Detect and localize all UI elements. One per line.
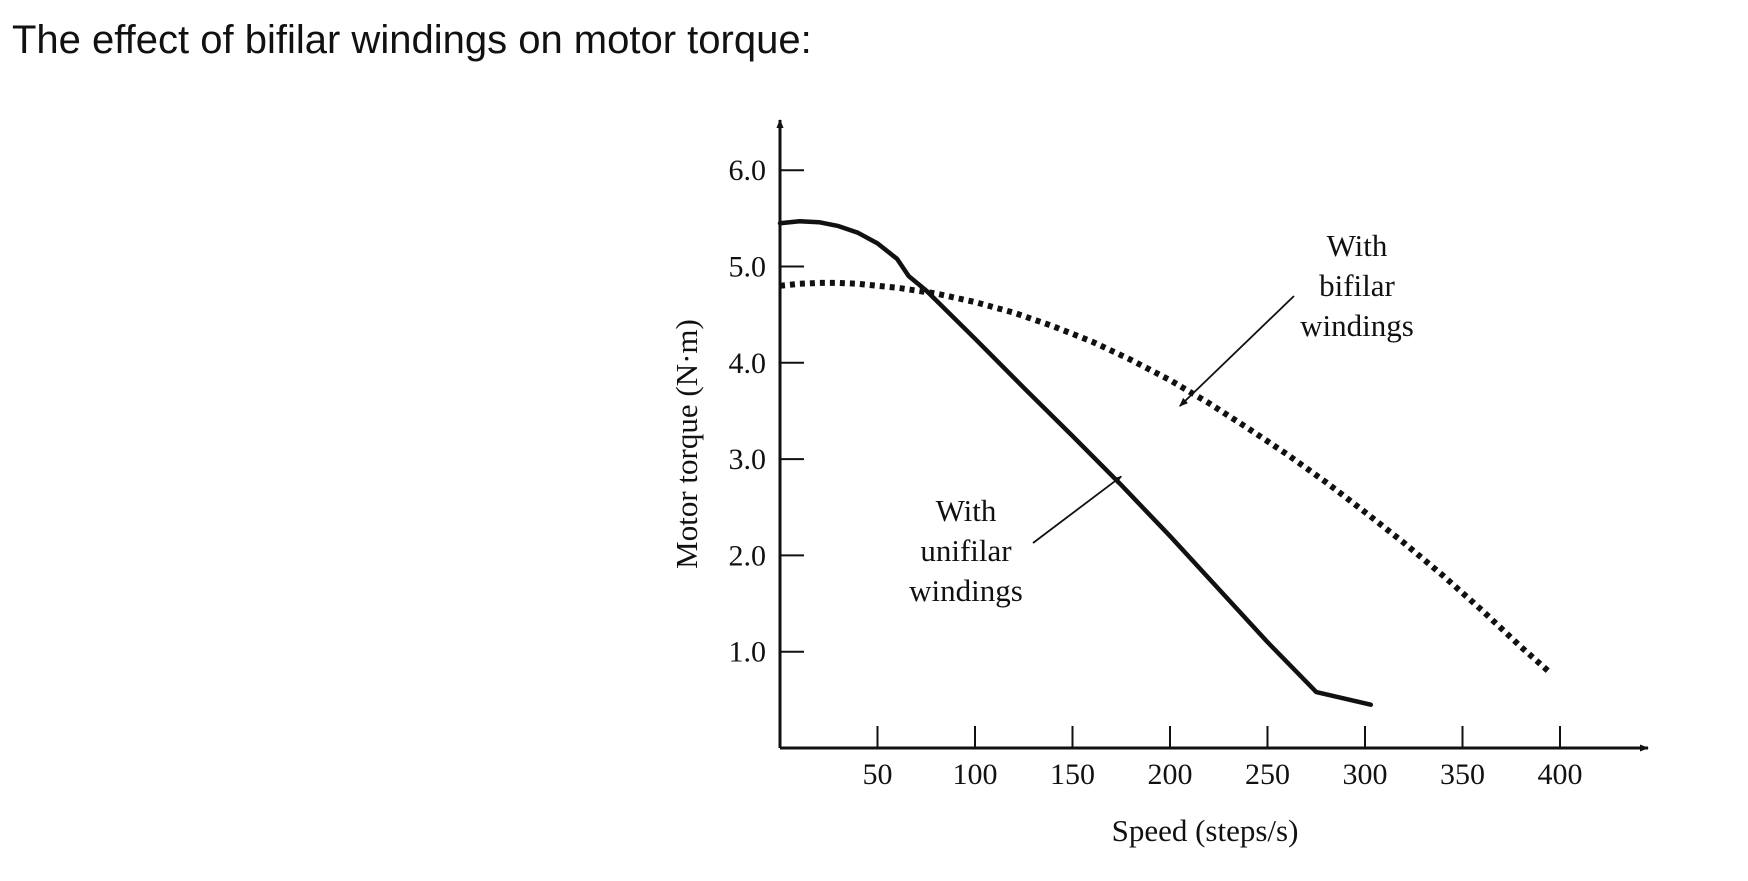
annotation-bifilar-text: bifilar xyxy=(1319,268,1395,303)
axes: 50 100 150 200 250 300 350 400 1.0 2.0 3.0 4.0 5.0 6.… xyxy=(669,119,1649,848)
x-tick-label: 300 xyxy=(1343,758,1388,791)
series-unifilar-line xyxy=(777,218,1374,707)
y-axis-label: Motor torque (N·m) xyxy=(669,319,704,569)
series-layer xyxy=(777,218,1553,707)
y-tick-label: 1.0 xyxy=(729,636,767,669)
y-tick-label: 5.0 xyxy=(729,251,767,284)
y-tick-label: 6.0 xyxy=(729,154,767,187)
y-tick-label: 3.0 xyxy=(729,443,767,476)
series-bifilar-line xyxy=(779,279,1553,676)
annotation-bifilar-text: windings xyxy=(1300,308,1414,343)
annotation-unifilar-arrow xyxy=(1032,475,1122,544)
annotation-unifilar-text: windings xyxy=(909,573,1023,608)
y-tick-label: 2.0 xyxy=(729,539,767,572)
x-tick-label: 350 xyxy=(1440,758,1485,791)
annotation-unifilar-text: unifilar xyxy=(920,533,1012,568)
annotation-unifilar-text: With xyxy=(936,493,997,528)
y-tick-label: 4.0 xyxy=(729,347,767,380)
x-tick-label: 250 xyxy=(1245,758,1290,791)
x-tick-label: 150 xyxy=(1050,758,1095,791)
x-tick-label: 400 xyxy=(1538,758,1583,791)
annotation-bifilar-text: With xyxy=(1327,228,1388,263)
x-tick-label: 50 xyxy=(863,758,893,791)
x-axis-label: Speed (steps/s) xyxy=(1112,813,1299,848)
annotation-bifilar-arrow xyxy=(1179,295,1295,407)
x-tick-label: 200 xyxy=(1148,758,1193,791)
page-title: The effect of bifilar windings on motor … xyxy=(12,18,812,62)
x-tick-label: 100 xyxy=(953,758,998,791)
annotations: With bifilar windings With unifilar windings xyxy=(909,228,1414,608)
